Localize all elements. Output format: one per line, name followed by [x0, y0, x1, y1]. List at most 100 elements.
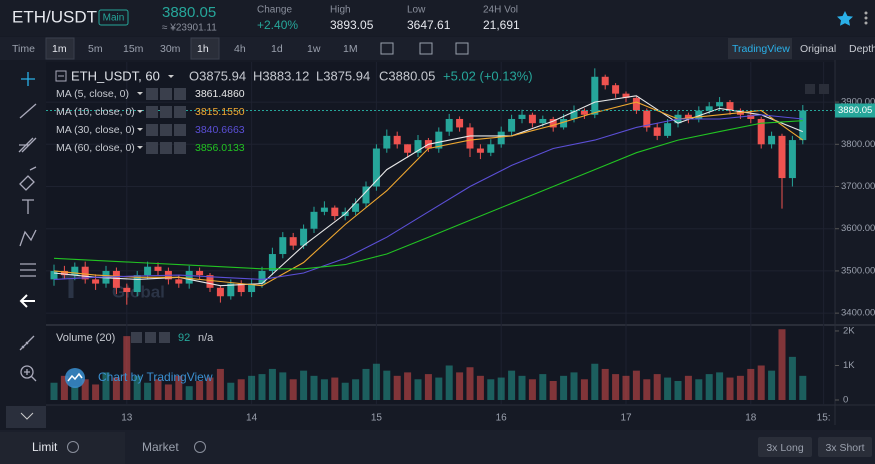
candle-body — [778, 135, 786, 179]
order-tab[interactable]: Limit — [32, 440, 58, 454]
candle-body — [456, 118, 464, 128]
x-tick-label: 18 — [745, 413, 757, 424]
ma-icon[interactable] — [160, 88, 172, 100]
y-tick-label: 3800.00 — [841, 139, 875, 150]
legend-change: +5.02 (+0.13%) — [443, 68, 533, 83]
ma-icon[interactable] — [174, 106, 186, 118]
ma-icon[interactable] — [174, 142, 186, 154]
legend-dropdown[interactable] — [168, 75, 174, 78]
candle-body — [133, 275, 141, 293]
view-tab[interactable]: TradingView — [732, 43, 790, 55]
interval[interactable]: Time — [12, 43, 35, 55]
text-tool[interactable] — [22, 199, 34, 214]
candle-body — [653, 127, 661, 136]
icon[interactable] — [145, 332, 156, 343]
interval[interactable]: 1m — [52, 43, 67, 55]
ma-icon[interactable] — [174, 88, 186, 100]
candle-body — [799, 110, 807, 141]
ma-dropdown[interactable] — [137, 110, 143, 113]
stat-value: 3647.61 — [407, 18, 451, 32]
fib-tool[interactable] — [18, 137, 37, 153]
view-tab[interactable]: Depth — [849, 43, 875, 55]
candle-body — [414, 140, 422, 153]
volume-legend-icons — [131, 332, 170, 343]
fullscreen-icon[interactable] — [455, 42, 469, 55]
interval[interactable]: 30m — [160, 43, 181, 55]
ma-icon[interactable] — [160, 142, 172, 154]
legend-symbol: ETH_USDT, 60 — [71, 68, 160, 83]
candle-body — [216, 287, 224, 297]
icon[interactable] — [131, 332, 142, 343]
stat-label: Change — [257, 5, 292, 16]
ma-icon[interactable] — [160, 106, 172, 118]
symbol: ETH/USDT — [12, 7, 97, 26]
interval[interactable]: 1h — [197, 43, 209, 55]
measure-tool[interactable] — [20, 263, 36, 277]
legend-close: C3880.05 — [379, 68, 435, 83]
collapse-legend-icon[interactable] — [55, 70, 67, 82]
ma-icon[interactable] — [146, 142, 158, 154]
candle-body — [788, 140, 796, 179]
x-tick-label: 13 — [121, 413, 133, 424]
candle-body — [71, 266, 79, 276]
candle-body — [289, 237, 297, 246]
watermark-logo — [62, 273, 80, 298]
interval[interactable]: 1w — [307, 43, 321, 55]
brush-tool[interactable] — [19, 166, 37, 191]
volume-tick-label: 1K — [843, 360, 855, 371]
back-tool[interactable] — [19, 294, 35, 308]
collapse-button[interactable] — [6, 406, 46, 428]
interval[interactable]: 15m — [123, 43, 144, 55]
candle-body — [476, 148, 484, 153]
menu-dot[interactable] — [864, 21, 868, 25]
last-price-label: 3880.05 — [838, 105, 872, 116]
icon[interactable] — [159, 332, 170, 343]
ma-name: MA (30, close, 0) — [56, 124, 135, 136]
ma-line — [53, 120, 803, 270]
candle-body — [268, 254, 276, 271]
ma-icon[interactable] — [146, 106, 158, 118]
trade-button[interactable] — [818, 437, 872, 457]
ma-dropdown[interactable] — [137, 146, 143, 149]
favorite-star[interactable] — [837, 11, 853, 26]
menu-dot[interactable] — [864, 16, 868, 20]
order-tab[interactable]: Market — [142, 440, 179, 454]
candle-body — [601, 76, 609, 86]
ma-dropdown[interactable] — [137, 92, 143, 95]
ma-icon[interactable] — [146, 88, 158, 100]
crosshair-tool[interactable] — [21, 72, 35, 86]
order-bar — [0, 430, 875, 464]
candle-body — [570, 110, 578, 119]
candle-body — [632, 97, 640, 111]
interval[interactable]: 5m — [88, 43, 103, 55]
ma-dropdown[interactable] — [137, 128, 143, 131]
ma-name: MA (60, close, 0) — [56, 142, 135, 154]
interval[interactable]: 4h — [234, 43, 246, 55]
stat-value: 3893.05 — [330, 18, 374, 32]
legend-high: H3883.12 — [253, 68, 309, 83]
ma-icon[interactable] — [160, 124, 172, 136]
ruler-tool[interactable] — [19, 335, 35, 351]
ma-name: MA (10, close, 0) — [56, 106, 135, 118]
trade-button[interactable] — [758, 437, 812, 457]
pane-button[interactable] — [805, 84, 815, 94]
zoom-tool[interactable] — [20, 365, 34, 379]
candle-body — [362, 186, 370, 204]
candle-body — [331, 207, 339, 217]
interval[interactable]: 1d — [271, 43, 283, 55]
interval[interactable]: 1M — [343, 43, 358, 55]
menu-dot[interactable] — [864, 11, 868, 15]
trendline-tool[interactable] — [19, 103, 37, 119]
y-tick-label: 3900.00 — [841, 97, 875, 108]
ma-icon[interactable] — [146, 124, 158, 136]
zoom-tool-glyph — [24, 369, 37, 382]
chart-style-icon[interactable] — [380, 42, 394, 55]
candle-body — [112, 270, 120, 288]
credit: Chart by TradingView — [98, 370, 213, 384]
ma-icon[interactable] — [174, 124, 186, 136]
drawing-tools — [18, 72, 37, 382]
pattern-tool[interactable] — [19, 229, 37, 247]
pane-button[interactable] — [819, 84, 829, 94]
view-tab[interactable]: Original — [800, 43, 836, 55]
indicator-icon[interactable] — [419, 42, 433, 55]
